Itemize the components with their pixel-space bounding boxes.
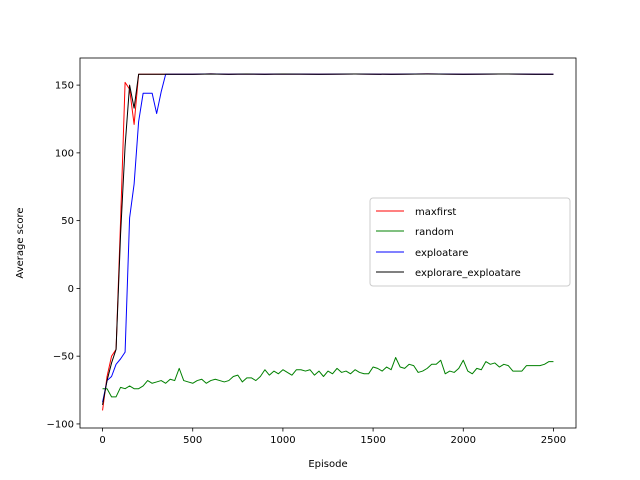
legend-label-exploatare: exploatare xyxy=(415,248,468,259)
legend-entry-maxfirst: maxfirst xyxy=(376,207,456,218)
x-tick-label: 1000 xyxy=(270,435,295,446)
x-tick-label: 1500 xyxy=(360,435,385,446)
y-tick-label: 0 xyxy=(68,284,74,295)
y-tick-label: 100 xyxy=(55,148,74,159)
x-tick-label: 2000 xyxy=(451,435,476,446)
x-tick-label: 2500 xyxy=(541,435,566,446)
y-tick-label: −100 xyxy=(47,419,74,430)
y-axis: −100 −50 0 50 100 150 xyxy=(47,81,80,430)
plot-lines xyxy=(102,73,554,411)
series-line-random xyxy=(102,357,554,398)
series-line-explorare-exploatare xyxy=(102,73,554,406)
legend-label-explorare-exploatare: explorare_exploatare xyxy=(415,268,521,279)
x-axis-label: Episode xyxy=(308,459,347,470)
plot-frame xyxy=(79,57,577,429)
legend: maxfirst random exploatare explorare_exp… xyxy=(369,197,571,287)
legend-entry-explorare-exploatare: explorare_exploatare xyxy=(376,268,521,279)
legend-box xyxy=(369,197,571,287)
legend-entry-random: random xyxy=(376,227,454,238)
y-tick-label: 150 xyxy=(55,81,74,92)
y-tick-label: −50 xyxy=(53,352,74,363)
x-tick-label: 500 xyxy=(183,435,202,446)
x-axis: 0 500 1000 1500 2000 2500 xyxy=(99,428,566,446)
y-axis-label: Average score xyxy=(15,207,26,278)
x-tick-label: 0 xyxy=(99,435,105,446)
y-tick-label: 50 xyxy=(61,216,74,227)
legend-label-maxfirst: maxfirst xyxy=(415,207,456,218)
legend-label-random: random xyxy=(415,227,454,238)
legend-entry-exploatare: exploatare xyxy=(376,248,468,259)
